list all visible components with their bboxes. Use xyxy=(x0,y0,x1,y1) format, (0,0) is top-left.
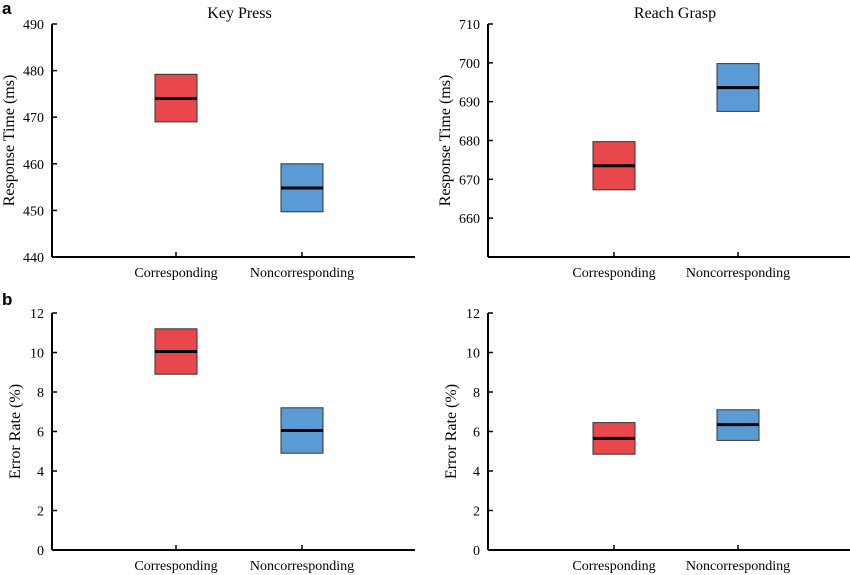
x-tick-label: Noncorresponding xyxy=(686,559,790,574)
y-tick-label: 2 xyxy=(473,505,480,520)
chart-4: 0 2 4 6 8 10 12 Corresponding Noncorresponding Er… xyxy=(443,307,850,574)
y-axis-label: Response Time (ms) xyxy=(1,75,18,207)
y-tick-label: 480 xyxy=(23,65,44,80)
y-tick-label: 660 xyxy=(459,212,480,227)
y-tick-label: 440 xyxy=(23,251,44,266)
panel-label-a: a xyxy=(2,0,12,18)
y-tick-label: 8 xyxy=(473,386,480,401)
x-tick-label: Noncorresponding xyxy=(250,559,354,574)
y-tick-label: 12 xyxy=(466,307,480,322)
y-tick-label: 4 xyxy=(473,465,480,480)
x-tick-label: Noncorresponding xyxy=(250,266,354,281)
x-tick-label: Corresponding xyxy=(134,266,217,281)
x-tick-label: Noncorresponding xyxy=(686,266,790,281)
x-tick-label: Corresponding xyxy=(134,559,217,574)
y-tick-label: 4 xyxy=(37,465,44,480)
y-axis-label: Error Rate (%) xyxy=(7,384,24,479)
chart-3: 0 2 4 6 8 10 12 Corresponding Noncorresponding Er… xyxy=(7,307,415,574)
y-tick-label: 680 xyxy=(459,135,480,150)
y-tick-label: 710 xyxy=(459,18,480,33)
y-tick-label: 490 xyxy=(23,18,44,33)
y-tick-label: 10 xyxy=(30,347,44,362)
y-tick-label: 450 xyxy=(23,204,44,219)
y-tick-label: 700 xyxy=(459,57,480,72)
y-tick-label: 690 xyxy=(459,96,480,111)
y-tick-label: 0 xyxy=(37,544,44,559)
chart-1: 440 450 460 470 480 490 Corresponding Noncorres… xyxy=(1,5,415,281)
y-tick-label: 2 xyxy=(37,505,44,520)
y-tick-label: 470 xyxy=(23,111,44,126)
y-tick-label: 460 xyxy=(23,158,44,173)
chart-title: Reach Grasp xyxy=(634,5,716,22)
chart-title: Key Press xyxy=(207,5,271,22)
y-axis-label: Response Time (ms) xyxy=(437,75,454,207)
y-axis-label: Error Rate (%) xyxy=(443,384,460,479)
y-tick-label: 670 xyxy=(459,173,480,188)
y-tick-label: 6 xyxy=(473,426,480,441)
y-tick-label: 0 xyxy=(473,544,480,559)
x-tick-label: Corresponding xyxy=(572,266,655,281)
x-tick-label: Corresponding xyxy=(572,559,655,574)
y-tick-label: 8 xyxy=(37,386,44,401)
chart-2: 660 670 680 690 700 710 Corresponding Noncorres… xyxy=(437,5,850,281)
y-tick-label: 12 xyxy=(30,307,44,322)
panel-label-b: b xyxy=(2,290,12,309)
y-tick-label: 6 xyxy=(37,426,44,441)
y-tick-label: 10 xyxy=(466,347,480,362)
